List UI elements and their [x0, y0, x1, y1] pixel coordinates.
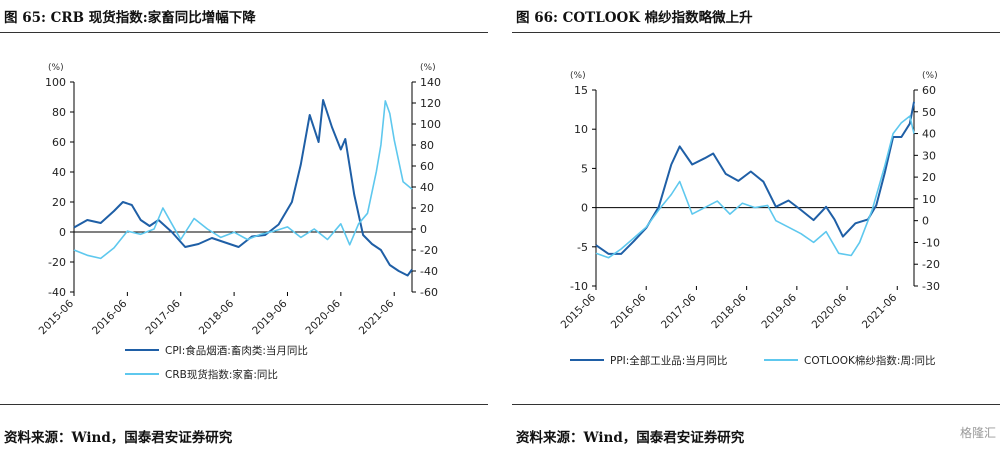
left-axis-unit: (%) — [570, 71, 586, 81]
watermark-logo: 格隆汇 — [959, 426, 996, 440]
series-line-1 — [73, 99, 413, 277]
right-tick-label: 0 — [420, 223, 427, 236]
x-tick-label: 2015-06 — [37, 297, 77, 337]
right-tick-label: -60 — [420, 286, 438, 299]
right-tick-label: -30 — [922, 280, 940, 293]
source-divider — [0, 404, 488, 405]
left-tick-label: -20 — [48, 256, 66, 269]
x-tick-label: 2017-06 — [659, 291, 699, 331]
right-tick-label: 120 — [420, 97, 441, 110]
right-axis-unit: (%) — [922, 71, 938, 81]
left-tick-label: 80 — [52, 106, 66, 119]
legend-label-2: CRB现货指数:家畜:同比 — [165, 368, 278, 381]
right-tick-label: 40 — [922, 128, 936, 141]
right-tick-label: -10 — [922, 236, 940, 249]
left-tick-label: -5 — [577, 241, 588, 254]
x-tick-label: 2019-06 — [759, 291, 799, 331]
right-tick-label: 20 — [420, 202, 434, 215]
x-tick-label: 2015-06 — [559, 291, 599, 331]
left-tick-label: 15 — [574, 84, 588, 97]
x-tick-label: 2019-06 — [250, 297, 290, 337]
x-tick-label: 2020-06 — [303, 297, 343, 337]
x-tick-label: 2021-06 — [860, 291, 900, 331]
right-tick-label: 140 — [420, 76, 441, 89]
left-tick-label: 5 — [581, 162, 588, 175]
x-tick-label: 2016-06 — [90, 297, 130, 337]
source-divider — [512, 404, 1000, 405]
x-tick-label: 2018-06 — [709, 291, 749, 331]
right-tick-label: 30 — [922, 149, 936, 162]
legend-label-2: COTLOOK棉纱指数:周:同比 — [804, 354, 935, 367]
chart-title: 图 66: COTLOOK 棉纱指数略微上升 — [516, 10, 753, 26]
cpi-crb-line-chart: (%) (%) 100 80 60 40 20 0 -20 -40 140 120 100 80 60 40 2… — [37, 63, 441, 381]
right-tick-label: 20 — [922, 171, 936, 184]
right-tick-label: -20 — [420, 244, 438, 257]
chart-source: 资料来源：Wind，国泰君安证券研究 — [4, 430, 233, 446]
series-line-2 — [595, 115, 915, 259]
x-tick-label: 2018-06 — [197, 297, 237, 337]
left-tick-label: -10 — [570, 280, 588, 293]
right-tick-label: 60 — [922, 84, 936, 97]
left-tick-label: 60 — [52, 136, 66, 149]
right-tick-label: 40 — [420, 181, 434, 194]
right-tick-label: -20 — [922, 258, 940, 271]
left-tick-label: 100 — [45, 76, 66, 89]
left-axis-unit: (%) — [48, 63, 64, 73]
right-chart-panel: 图 66: COTLOOK 棉纱指数略微上升 (%) (%) 15 10 5 0 -5 -10… — [512, 0, 1000, 452]
legend-label-1: PPI:全部工业品:当月同比 — [610, 354, 727, 367]
x-tick-label: 2017-06 — [143, 297, 183, 337]
right-tick-label: 10 — [922, 193, 936, 206]
series-line-2 — [73, 100, 413, 260]
left-tick-label: 20 — [52, 196, 66, 209]
title-divider — [512, 32, 1000, 33]
left-tick-label: 40 — [52, 166, 66, 179]
left-tick-label: -40 — [48, 286, 66, 299]
ppi-cotlook-line-chart: (%) (%)151050-5-106050403020100-10-20-302… — [559, 71, 940, 367]
series-line-1 — [595, 101, 915, 255]
left-tick-label: 10 — [574, 123, 588, 136]
right-tick-label: 0 — [922, 215, 929, 228]
left-tick-label: 0 — [59, 226, 66, 239]
right-axis-unit: (%) — [420, 63, 436, 73]
right-tick-label: 50 — [922, 106, 936, 119]
x-tick-label: 2016-06 — [609, 291, 649, 331]
right-tick-label: 60 — [420, 160, 434, 173]
chart-title: 图 65: CRB 现货指数:家畜同比增幅下降 — [4, 10, 256, 26]
left-tick-label: 0 — [581, 202, 588, 215]
right-tick-label: -40 — [420, 265, 438, 278]
title-divider — [0, 32, 488, 33]
legend-label-1: CPI:食品烟酒:畜肉类:当月同比 — [165, 344, 308, 357]
x-tick-label: 2020-06 — [810, 291, 850, 331]
chart-source: 资料来源：Wind，国泰君安证券研究 — [516, 430, 745, 446]
x-tick-label: 2021-06 — [357, 297, 397, 337]
right-tick-label: 80 — [420, 139, 434, 152]
right-tick-label: 100 — [420, 118, 441, 131]
left-chart-panel: 图 65: CRB 现货指数:家畜同比增幅下降 (%) (%) 100 80 60 40 2… — [0, 0, 488, 452]
